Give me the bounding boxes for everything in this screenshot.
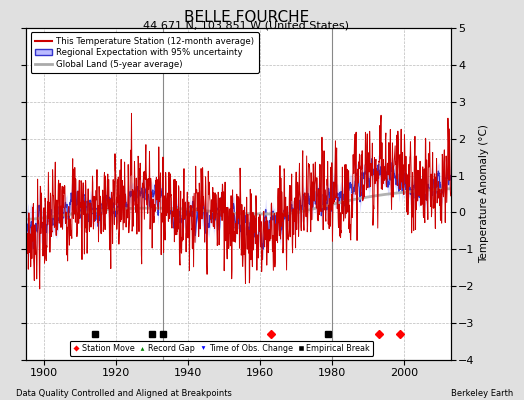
Text: Berkeley Earth: Berkeley Earth <box>451 389 514 398</box>
Y-axis label: Temperature Anomaly (°C): Temperature Anomaly (°C) <box>479 124 489 264</box>
Legend: Station Move, Record Gap, Time of Obs. Change, Empirical Break: Station Move, Record Gap, Time of Obs. C… <box>70 340 373 356</box>
Text: BELLE FOURCHE: BELLE FOURCHE <box>183 10 309 25</box>
Text: Data Quality Controlled and Aligned at Breakpoints: Data Quality Controlled and Aligned at B… <box>16 389 232 398</box>
Text: 44.671 N, 103.851 W (United States): 44.671 N, 103.851 W (United States) <box>143 21 350 31</box>
